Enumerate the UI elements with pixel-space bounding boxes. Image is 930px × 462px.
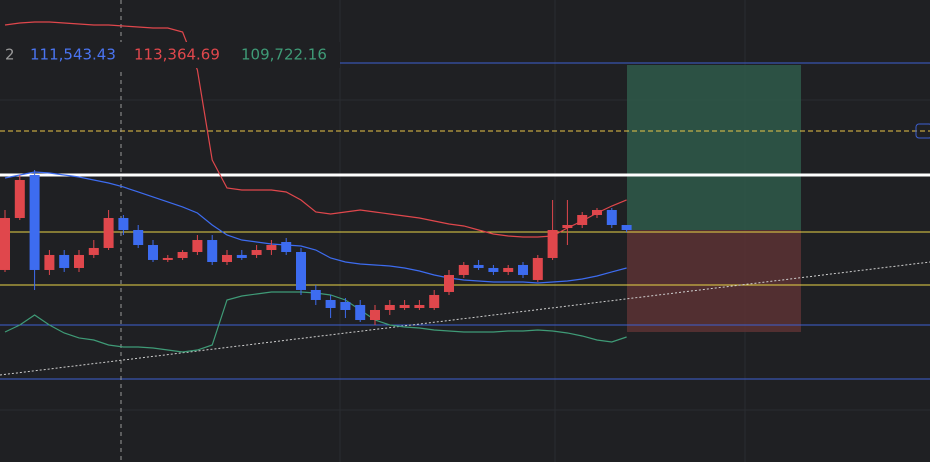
candle-body [370,309,380,320]
candle-body [458,264,469,275]
indicator-value: 111,543.43 [30,46,116,64]
level-handle[interactable] [915,123,930,139]
candle-body [473,264,484,268]
candle-body [44,254,55,270]
legend-bg [0,42,340,68]
candle-body [133,230,144,246]
candle-body [222,254,232,263]
candle-body [148,245,158,260]
candle-body [444,274,454,292]
candle-body [414,304,425,308]
candle-body [606,209,617,226]
candle-body [488,267,499,272]
indicator-value: 109,722.16 [241,46,327,64]
candle-body [192,240,203,253]
candle-body [384,304,395,310]
position-tool[interactable] [627,64,801,332]
candle-body [103,218,114,248]
candle-body [355,304,366,320]
candle-body [592,209,602,215]
candle-body [88,247,99,255]
candle-body [236,254,247,258]
candle-body [281,242,292,253]
levels [0,62,930,380]
candle-body [577,214,588,226]
candle-body [266,245,277,251]
indicator-value: 113,364.69 [134,46,220,64]
band-line [4,171,627,284]
candle-body [59,254,70,268]
band-line [4,21,627,238]
candles [0,169,632,325]
candle-body [0,218,10,270]
candle-body [310,289,321,300]
candle-body [621,225,632,231]
candle-body [399,304,410,308]
candle-body [503,267,514,272]
candle-body [429,294,440,308]
candle-body [29,174,40,270]
candle-body [340,301,351,310]
trend-line[interactable] [0,261,930,376]
candle-body [177,252,188,258]
candle-body [518,264,528,275]
candle-body [547,230,558,258]
candle-body [207,240,218,263]
candle-body [532,257,543,280]
candle-body [74,254,84,268]
candle-body [118,218,129,231]
candle-body [162,257,173,260]
candle-body [296,252,306,290]
indicator-label: 2 [5,46,15,64]
candle-body [14,179,25,219]
profit-zone [627,64,801,231]
candle-body [251,250,262,255]
candle-body [562,225,573,229]
candle-body [325,299,336,308]
